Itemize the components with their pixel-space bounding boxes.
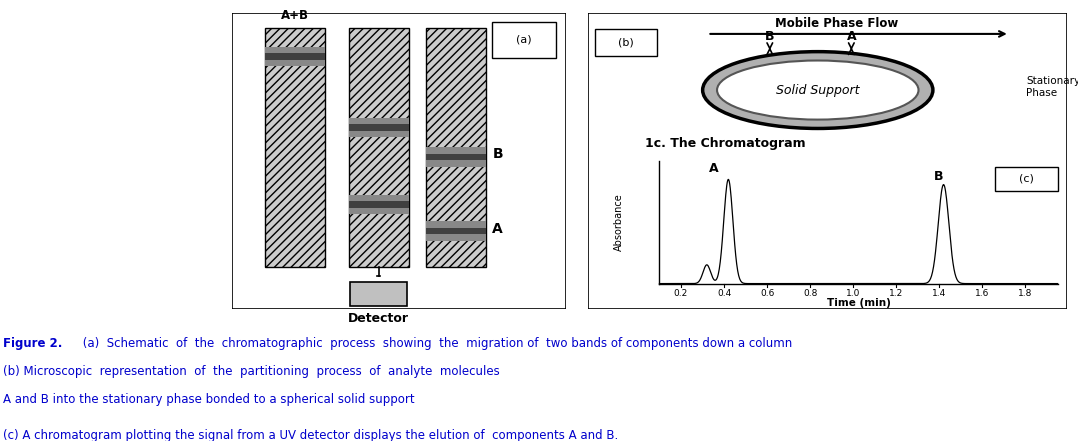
Text: (b): (b): [618, 38, 634, 48]
Text: A and B into the stationary phase bonded to a spherical solid support: A and B into the stationary phase bonded…: [3, 393, 415, 406]
Bar: [595, 30, 658, 56]
Bar: [426, 221, 486, 228]
Text: B: B: [765, 30, 775, 43]
Text: (a)  Schematic  of  the  chromatographic  process  showing  the  migration of  t: (a) Schematic of the chromatographic pro…: [79, 337, 792, 350]
Bar: [426, 234, 486, 241]
Bar: [349, 201, 409, 208]
Text: 1.8: 1.8: [1018, 289, 1033, 298]
Ellipse shape: [717, 60, 918, 120]
Text: (c) A chromatogram plotting the signal from a UV detector displays the elution o: (c) A chromatogram plotting the signal f…: [3, 429, 619, 441]
Bar: [265, 53, 326, 60]
Bar: [265, 28, 326, 267]
Text: 0.4: 0.4: [717, 289, 731, 298]
Bar: [349, 28, 409, 267]
Text: (b) Microscopic  representation  of  the  partitioning  process  of  analyte  mo: (b) Microscopic representation of the pa…: [3, 365, 500, 378]
Text: Figure 2.: Figure 2.: [3, 337, 63, 350]
Text: 1.2: 1.2: [889, 289, 903, 298]
Text: Time (min): Time (min): [827, 299, 890, 308]
Text: Stationary
Phase: Stationary Phase: [1026, 76, 1078, 98]
Text: 1.0: 1.0: [846, 289, 860, 298]
Text: Solid Support: Solid Support: [776, 83, 859, 97]
Text: 1.4: 1.4: [932, 289, 946, 298]
Text: 0.6: 0.6: [760, 289, 774, 298]
Bar: [349, 124, 409, 131]
Bar: [426, 28, 486, 267]
Ellipse shape: [703, 52, 932, 128]
Bar: [349, 118, 409, 124]
Bar: [426, 154, 486, 161]
Text: Detector: Detector: [348, 312, 410, 325]
Text: 1.6: 1.6: [976, 289, 990, 298]
Text: 1c. The Chromatogram: 1c. The Chromatogram: [645, 137, 805, 150]
Bar: [349, 208, 409, 214]
Text: B: B: [934, 170, 943, 183]
Bar: [265, 47, 326, 53]
Text: A: A: [709, 162, 719, 175]
Text: 0.2: 0.2: [674, 289, 688, 298]
Bar: [349, 131, 409, 137]
Bar: [426, 147, 486, 154]
Bar: [493, 22, 556, 57]
Bar: [426, 228, 486, 234]
Text: Mobile Phase Flow: Mobile Phase Flow: [775, 17, 899, 30]
Bar: [265, 60, 326, 67]
Text: Absorbance: Absorbance: [613, 194, 624, 251]
Bar: [995, 167, 1058, 191]
Text: A: A: [846, 30, 856, 43]
Text: A: A: [493, 222, 503, 236]
Bar: [426, 161, 486, 167]
Text: B: B: [493, 146, 503, 161]
Text: (a): (a): [516, 35, 531, 45]
Text: A+B: A+B: [281, 9, 309, 22]
Bar: [349, 194, 409, 201]
Text: 0.8: 0.8: [803, 289, 817, 298]
Bar: [350, 282, 407, 306]
Text: (c): (c): [1019, 174, 1034, 184]
